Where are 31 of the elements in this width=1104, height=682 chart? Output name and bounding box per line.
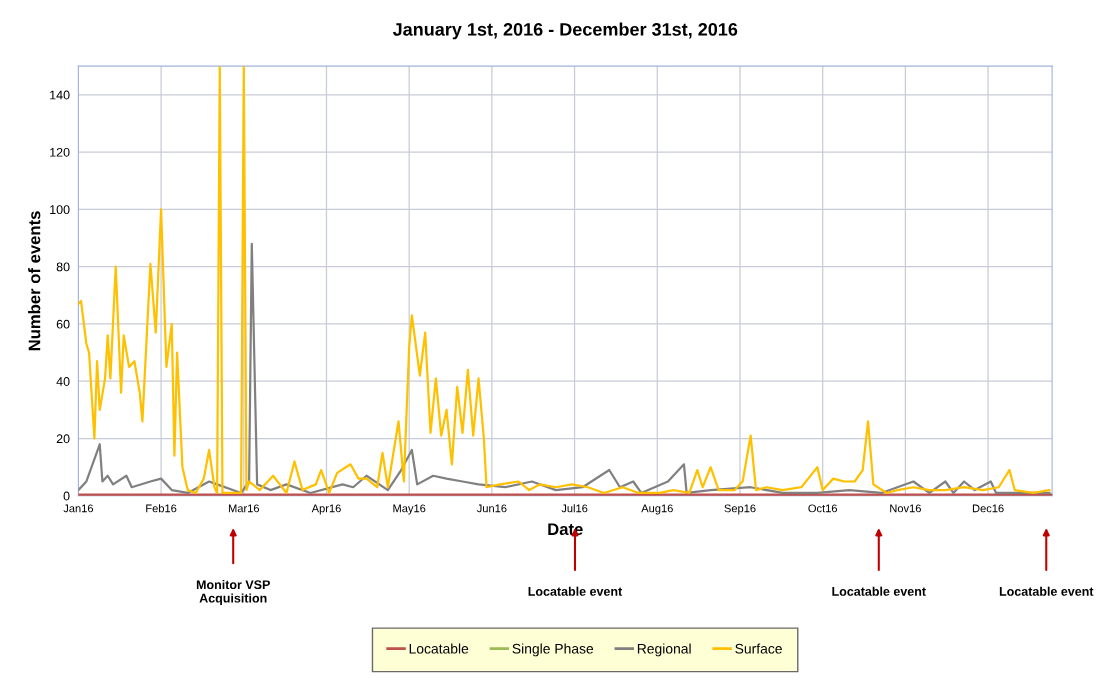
x-tick-label: Dec16	[972, 504, 1004, 513]
x-tick-label: Mar16	[228, 504, 260, 513]
y-tick-label: 20	[56, 434, 70, 444]
x-tick-label: Sep16	[724, 504, 756, 515]
x-tick-label: Jun16	[476, 504, 507, 513]
y-tick-label: 80	[56, 262, 70, 272]
x-tick-label: Nov16	[890, 504, 921, 513]
legend-label: Single Phase	[512, 643, 594, 657]
text: Locatable event	[999, 586, 1094, 596]
x-tick-label: Oct16	[808, 504, 838, 513]
x-tick-label: Jan16	[63, 504, 94, 513]
y-tick-label: 140	[50, 90, 70, 100]
text: Locatable event	[832, 586, 926, 596]
legend-label: Regional	[637, 643, 691, 657]
y-tick-label: 40	[56, 377, 70, 386]
y-tick-label: 100	[50, 205, 70, 215]
x-tick-label: Feb16	[146, 504, 177, 513]
y-tick-label: 0	[63, 491, 70, 501]
y-tick-label: 60	[56, 319, 70, 329]
chart-title: January 1st, 2016 - December 31st, 2016	[392, 22, 738, 40]
legend-label: Surface	[735, 643, 782, 654]
line-series	[78, 66, 1051, 495]
y-tick-label: 120	[50, 147, 70, 157]
text: Locatable event	[528, 586, 623, 596]
x-tick-label: Jul16	[561, 504, 588, 513]
x-tick-label: Apr16	[311, 504, 341, 515]
text: Monitor VSP Acquisition	[196, 579, 270, 606]
y-axis-title: Number of events	[28, 211, 41, 351]
legend-label: Locatable	[409, 643, 469, 654]
x-tick-label: May16	[393, 504, 426, 515]
x-tick-label: Aug16	[641, 504, 673, 515]
